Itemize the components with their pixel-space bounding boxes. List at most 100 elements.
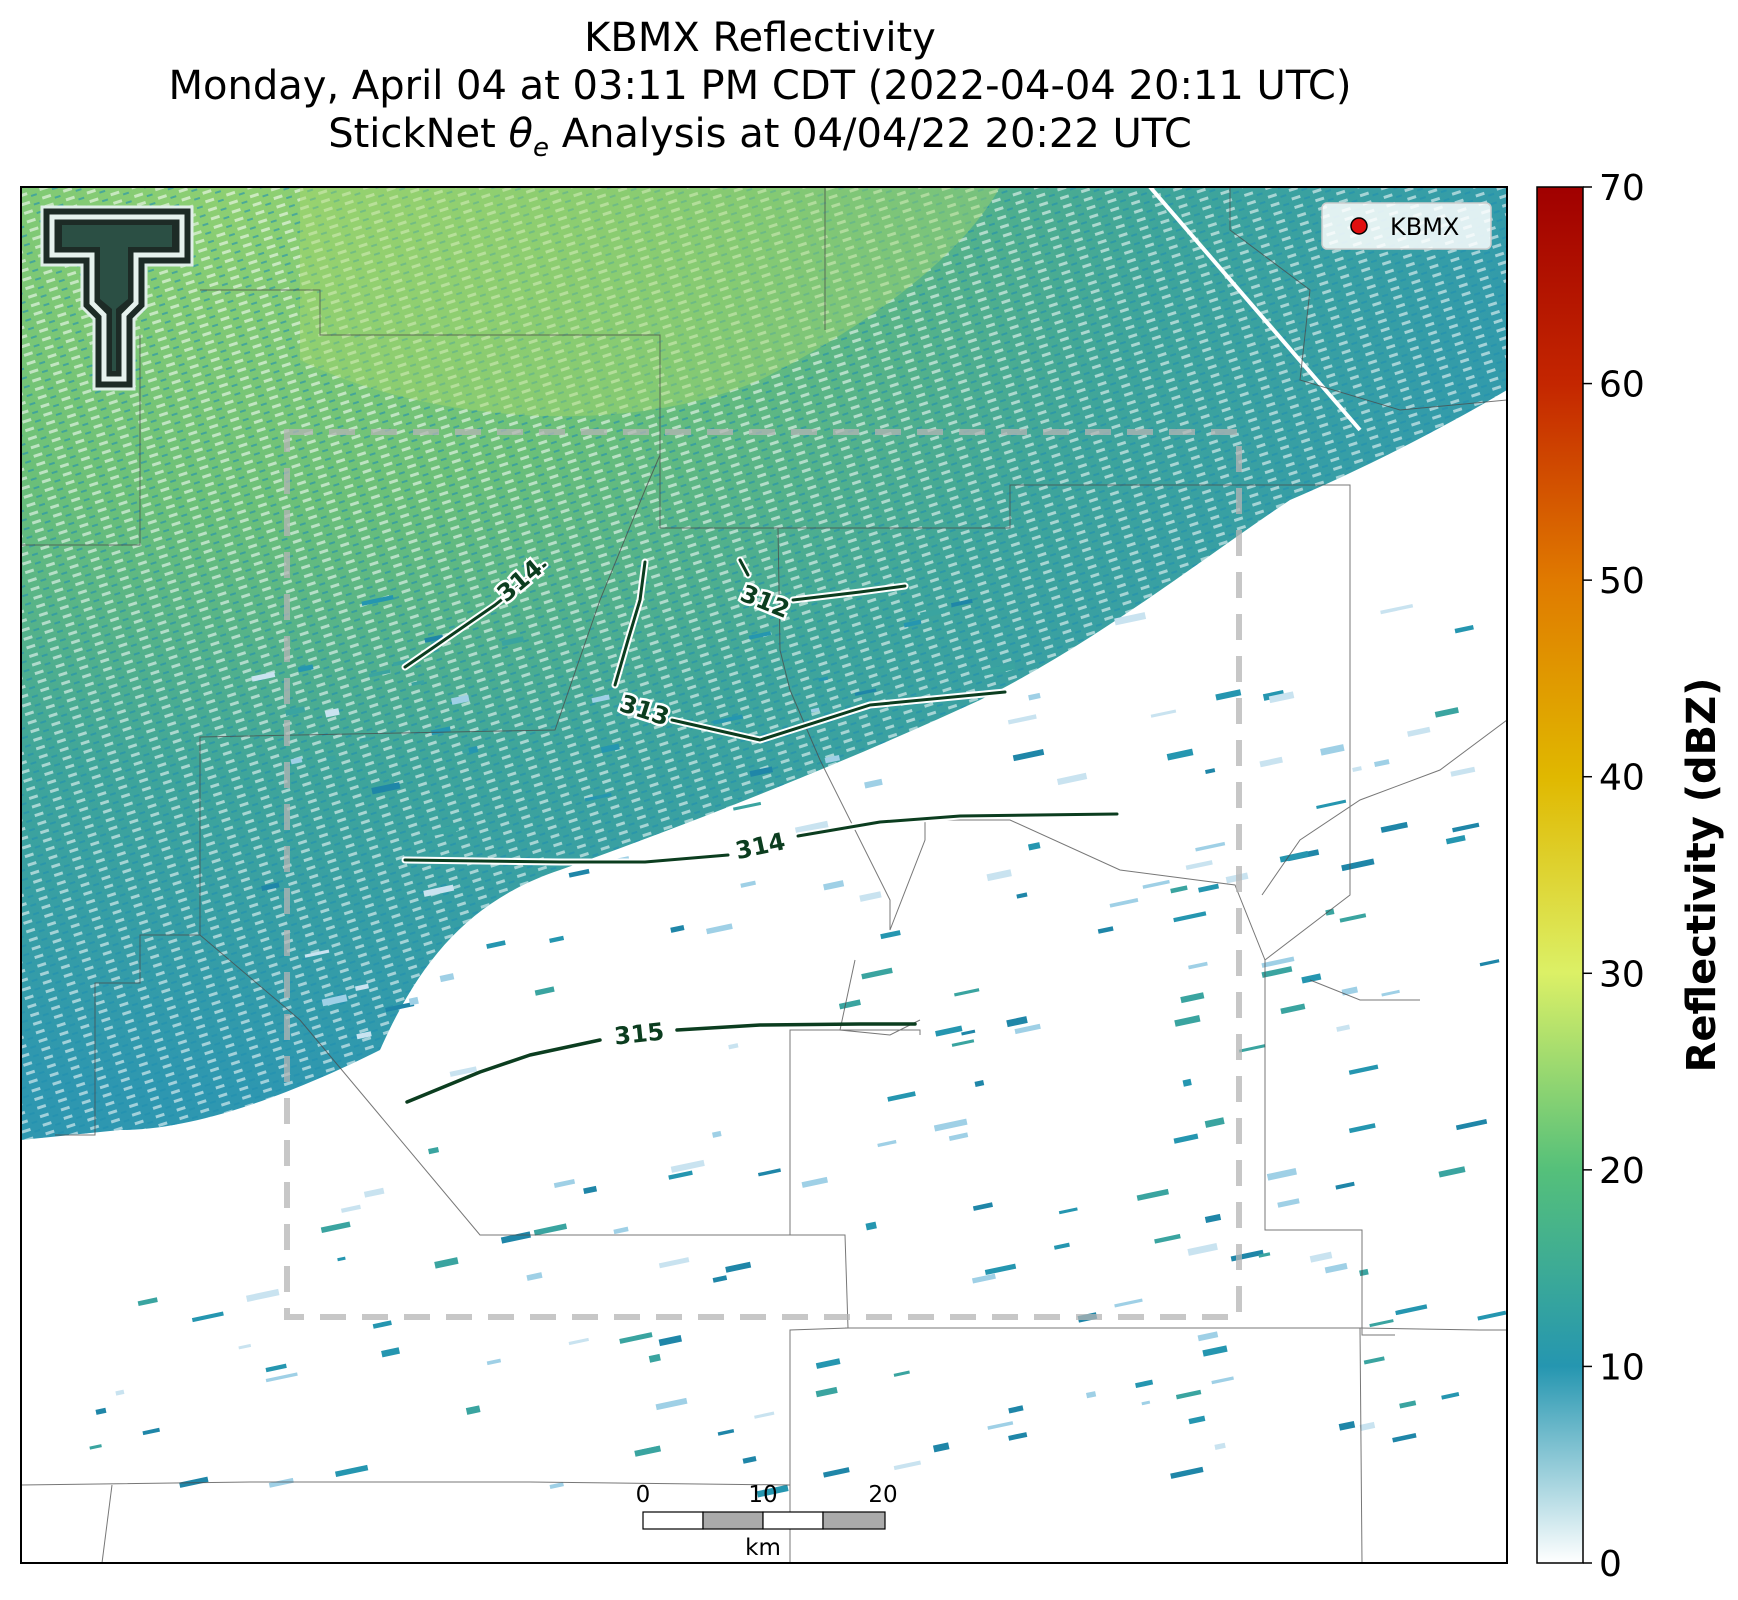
echo-fragment <box>1173 911 1207 923</box>
echo-fragment <box>1341 986 1358 996</box>
echo-fragment <box>961 1029 976 1036</box>
echo-fragment <box>465 1405 481 1415</box>
echo-fragment <box>411 680 425 687</box>
echo-fragment <box>1450 766 1476 777</box>
echo-fragment <box>655 1397 688 1411</box>
echo-fragment <box>568 1337 589 1346</box>
map-subtitle-datetime: Monday, April 04 at 03:11 PM CDT (2022-0… <box>168 63 1352 109</box>
echo-fragment <box>1380 821 1408 833</box>
echo-fragment <box>430 726 451 736</box>
echo-fragment <box>859 891 882 902</box>
echo-fragment <box>1204 1213 1222 1224</box>
echo-fragment <box>1309 1251 1333 1263</box>
echo-fragment <box>372 1320 392 1329</box>
echo-fragment <box>974 1079 985 1087</box>
echo-fragment <box>950 598 973 608</box>
echo-fragment <box>951 1039 975 1047</box>
echo-fragment <box>1027 842 1041 851</box>
echo-fragment <box>1097 926 1114 934</box>
echo-fragment <box>893 1370 910 1377</box>
echo-fragment <box>553 1178 576 1188</box>
echo-fragment <box>600 743 620 754</box>
echo-fragment <box>368 669 391 678</box>
echo-fragment <box>757 1168 782 1177</box>
echo-fragment <box>818 676 829 682</box>
echo-fragment <box>1455 1119 1488 1131</box>
echo-fragment <box>261 882 280 891</box>
echo-fragment <box>1202 1345 1228 1357</box>
map-title: KBMX Reflectivity <box>584 15 936 61</box>
echo-fragment <box>1188 961 1208 970</box>
echo-fragment <box>1301 973 1322 984</box>
echo-fragment <box>725 1261 752 1273</box>
echo-fragment <box>613 1226 629 1235</box>
echo-fragment <box>1053 1242 1070 1250</box>
scattered-echo-fragments <box>89 595 1507 1498</box>
echo-fragment <box>658 1257 690 1269</box>
echo-fragment <box>1258 1252 1271 1258</box>
colorbar-tick-label: 0 <box>1599 1544 1622 1585</box>
echo-fragment <box>754 1411 775 1419</box>
echo-fragment <box>1266 1168 1297 1181</box>
scale-bar: 0 10 20 km <box>636 1482 898 1561</box>
echo-fragment <box>861 967 893 980</box>
echo-fragment <box>903 619 922 628</box>
echo-fragment <box>265 1363 287 1373</box>
echo-fragment <box>434 1257 459 1269</box>
echo-fragment <box>549 935 565 943</box>
echo-fragment <box>1109 898 1139 908</box>
echo-fragment <box>1363 1356 1385 1365</box>
echo-fragment <box>1205 768 1216 774</box>
echo-fragment <box>359 736 371 743</box>
echo-fragment <box>89 1444 102 1450</box>
echo-fragment <box>1335 1181 1355 1190</box>
echo-fragment <box>948 1132 969 1141</box>
echo-fragment <box>385 1001 415 1013</box>
scale-tick-label: 0 <box>636 1482 651 1508</box>
echo-fragment <box>320 1221 351 1234</box>
echo-fragment <box>1204 1117 1225 1128</box>
echo-fragment <box>1238 1044 1266 1053</box>
echo-fragment <box>1016 892 1028 899</box>
echo-fragment <box>363 1187 385 1198</box>
echo-fragment <box>334 1464 369 1478</box>
echo-fragment <box>1261 966 1293 978</box>
echo-fragment <box>1182 1078 1192 1087</box>
legend: KBMX <box>1321 202 1492 250</box>
echo-fragment <box>340 1204 361 1213</box>
echo-fragment <box>933 1118 968 1132</box>
echo-fragment <box>450 694 470 705</box>
echo-fragment <box>712 714 743 725</box>
echo-fragment <box>408 996 419 1006</box>
echo-fragment <box>1261 956 1295 968</box>
echo-fragment <box>1006 1016 1028 1028</box>
echo-fragment <box>932 1442 950 1453</box>
echo-fragment <box>1277 1198 1300 1208</box>
echo-fragment <box>1056 772 1088 786</box>
echo-fragment <box>533 1223 568 1236</box>
echo-fragment <box>500 1231 531 1244</box>
echo-fragment <box>268 1477 294 1488</box>
echo-fragment <box>1438 1166 1466 1178</box>
colorbar-tick-label: 50 <box>1599 561 1645 602</box>
colorbar-tick-label: 30 <box>1599 954 1645 995</box>
echo-fragment <box>137 1297 158 1307</box>
echo-fragment <box>290 757 303 765</box>
echo-fragment <box>971 1273 996 1284</box>
echo-fragment <box>1154 1233 1181 1244</box>
echo-fragment <box>321 994 348 1007</box>
echo-fragment <box>1028 692 1041 701</box>
echo-fragment <box>361 595 394 606</box>
echo-fragment <box>648 1353 661 1363</box>
echo-fragment <box>1058 1207 1078 1215</box>
echo-fragment <box>1339 913 1367 923</box>
echo-fragment <box>1166 748 1194 761</box>
echo-fragment <box>749 766 774 777</box>
echo-fragment <box>568 868 590 878</box>
echo-fragment <box>1381 989 1400 997</box>
echo-fragment <box>1188 1415 1206 1425</box>
echo-fragment <box>304 949 330 958</box>
echo-fragment <box>815 1358 841 1369</box>
echo-fragment <box>486 940 506 949</box>
